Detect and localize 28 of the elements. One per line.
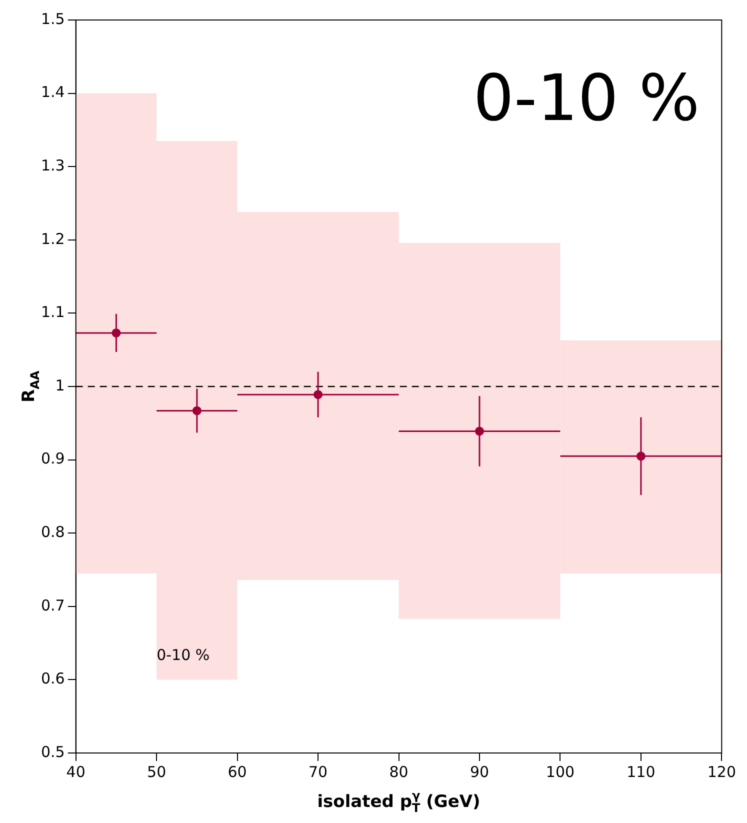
y-tick-label: 0.5 [40,742,65,761]
x-tick-label: 80 [389,762,408,781]
x-tick-label: 40 [66,762,86,781]
x-tick-label: 100 [546,762,575,781]
x-tick-label: 70 [308,762,328,781]
point [112,328,121,338]
annotation: 0-10 % [156,646,210,664]
y-tick-label: 0.9 [40,450,65,468]
y-tick-label: 0.7 [40,596,65,614]
annotation: 0-10 % [473,62,700,136]
y-tick-label: 0.8 [40,522,65,541]
point [192,406,202,416]
y-tick-label: 1.3 [40,156,65,174]
x-tick-label: 60 [228,762,247,781]
point [475,426,484,436]
y-tick-label: 0.6 [40,670,65,688]
point [636,452,646,461]
y-tick-label: 1.1 [40,303,65,322]
x-tick-label: 50 [147,762,166,781]
x-tick-label: 120 [707,762,736,781]
point [314,390,323,400]
y-tick-label: 1.5 [40,10,65,28]
y-tick-label: 1 [55,376,65,394]
y-tick-label: 1.4 [40,83,65,102]
y-tick-label: 1.2 [40,230,65,248]
y-axis-title: RAA [19,370,42,402]
x-tick-label: 110 [626,762,656,781]
x-tick-label: 90 [470,762,490,781]
